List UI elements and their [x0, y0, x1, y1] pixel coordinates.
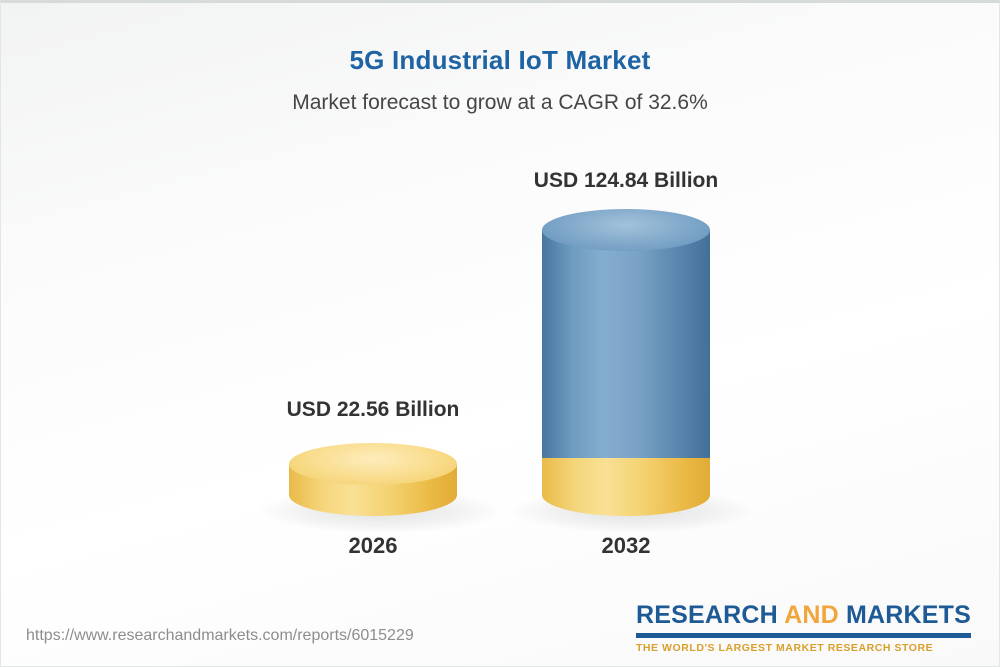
cylinder-2026-top — [289, 443, 457, 485]
bar-2026-cylinder — [289, 443, 457, 518]
logo-wordmark: RESEARCH AND MARKETS — [636, 601, 971, 630]
logo-word-research: RESEARCH — [635, 601, 778, 629]
logo-word-and: AND — [784, 601, 839, 629]
report-url[interactable]: https://www.researchandmarkets.com/repor… — [26, 627, 414, 644]
cylinder-2032-side — [542, 230, 710, 458]
value-label-2032: USD 124.84 Billion — [533, 169, 719, 192]
logo-underline-bar — [635, 633, 971, 638]
axis-label-2026: 2026 — [348, 533, 398, 558]
axis-label-2032: 2032 — [601, 533, 651, 558]
page-subtitle: Market forecast to grow at a CAGR of 32.… — [292, 91, 708, 114]
research-and-markets-logo: RESEARCH AND MARKETS THE WORLD'S LARGEST… — [635, 601, 971, 654]
logo-tagline: THE WORLD'S LARGEST MARKET RESEARCH STOR… — [635, 642, 934, 654]
chart-area: USD 22.56 Billion USD 124.84 Billion 202… — [1, 3, 999, 666]
bar-2032-cylinder — [542, 209, 710, 518]
cylinder-2032-base-band — [542, 458, 710, 516]
cylinder-2032-top — [542, 209, 710, 251]
page-title: 5G Industrial IoT Market — [349, 45, 651, 75]
value-label-2026: USD 22.56 Billion — [286, 398, 460, 421]
logo-word-markets: MARKETS — [845, 601, 971, 629]
